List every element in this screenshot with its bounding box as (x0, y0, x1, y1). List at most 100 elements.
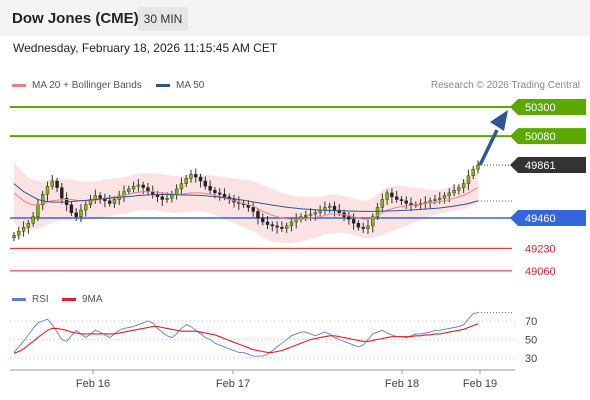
candle (404, 196, 408, 209)
candle (203, 176, 208, 190)
candle-body (17, 231, 21, 236)
candle (347, 212, 351, 225)
candle-body (74, 212, 78, 217)
candle-body (50, 180, 54, 187)
candle (184, 175, 188, 187)
chart-header: Dow Jones (CME) 30 MIN (0, 0, 590, 36)
candle-body (208, 186, 212, 191)
candle (79, 204, 83, 223)
ma50-line (13, 183, 479, 212)
candle (217, 188, 222, 201)
candle (380, 193, 385, 212)
x-tick-feb-18: Feb 18 (385, 378, 419, 390)
candle-body (289, 221, 294, 227)
candle-body (328, 205, 332, 208)
candle-body (69, 204, 74, 213)
candle-body (284, 225, 289, 229)
candle-body (447, 192, 451, 196)
candle (256, 208, 260, 225)
candle (74, 208, 78, 222)
candle-body (189, 174, 193, 179)
candle-body (165, 197, 169, 200)
legend-ma50: MA 50 (156, 80, 204, 91)
candle (261, 213, 265, 226)
candle-body (270, 224, 275, 227)
candle (131, 181, 136, 194)
rsi-ma-swatch (62, 297, 76, 301)
candle-body (351, 219, 356, 224)
candle (328, 202, 332, 213)
rsi-swatch (12, 297, 26, 301)
candle-body (275, 225, 279, 228)
bollinger-bands (14, 162, 478, 244)
level-label-49060: 49060 (525, 266, 556, 278)
candle-body (442, 195, 447, 199)
candle-body (461, 183, 466, 188)
rsi-ma-line (13, 323, 479, 354)
legend-ma20: MA 20 + Bollinger Bands (12, 80, 142, 91)
candle (98, 192, 102, 204)
legend-rsi-ma: 9MA (62, 294, 103, 305)
candle-body (98, 195, 102, 199)
candle (394, 190, 399, 203)
candle-body (438, 197, 442, 200)
candle-body (21, 227, 26, 232)
candle (280, 221, 284, 232)
legend-rsi: RSI (12, 294, 49, 305)
candle (84, 201, 88, 217)
level-label-49861: 49861 (525, 160, 556, 172)
candle-body (361, 227, 365, 229)
candle-body (385, 192, 389, 200)
candle (194, 168, 198, 183)
candle-body (347, 216, 351, 220)
timeframe-badge[interactable]: 30 MIN (138, 7, 188, 31)
candle-body (136, 184, 141, 187)
candle (275, 221, 279, 234)
candle-body (141, 184, 145, 188)
x-tick-feb-19: Feb 19 (463, 378, 497, 390)
candle-body (323, 207, 327, 211)
candle-body (452, 190, 456, 194)
level-label-50300: 50300 (525, 102, 556, 114)
candle-body (198, 176, 203, 182)
candle-body (160, 196, 164, 200)
ma20-swatch (12, 83, 26, 87)
rsi-ma-label: 9MA (82, 294, 103, 305)
candle (26, 219, 31, 234)
candle-body (26, 223, 31, 228)
forecast-arrow-shaft (478, 129, 499, 166)
candle-body (399, 199, 404, 202)
candle-body (265, 221, 270, 225)
candle-body (313, 212, 318, 215)
candle (189, 169, 193, 183)
candle-body (337, 209, 341, 213)
level-tag-49460 (510, 210, 586, 226)
candle-body (308, 213, 313, 216)
ma50-swatch (156, 83, 170, 87)
candle (251, 201, 255, 217)
instrument-title: Dow Jones (CME) (12, 10, 139, 27)
candle (471, 165, 475, 180)
candle-body (79, 209, 83, 217)
candle (308, 208, 313, 221)
candle-body (394, 196, 399, 200)
candle-body (203, 180, 208, 187)
candle-body (375, 207, 380, 217)
candle (351, 213, 356, 230)
candle-body (404, 200, 408, 204)
level-label-49460: 49460 (525, 213, 556, 225)
candle-body (380, 199, 385, 208)
candle (208, 180, 212, 195)
candle-body (174, 188, 179, 195)
candle-body (471, 168, 475, 176)
candle-body (256, 211, 260, 219)
candle (265, 216, 270, 229)
ma20-label: MA 20 + Bollinger Bands (32, 80, 142, 91)
candle (270, 221, 275, 232)
candle-body (31, 216, 35, 224)
level-label-50080: 50080 (525, 131, 556, 143)
candle (21, 221, 26, 237)
candle (390, 188, 394, 204)
candle (313, 209, 318, 221)
